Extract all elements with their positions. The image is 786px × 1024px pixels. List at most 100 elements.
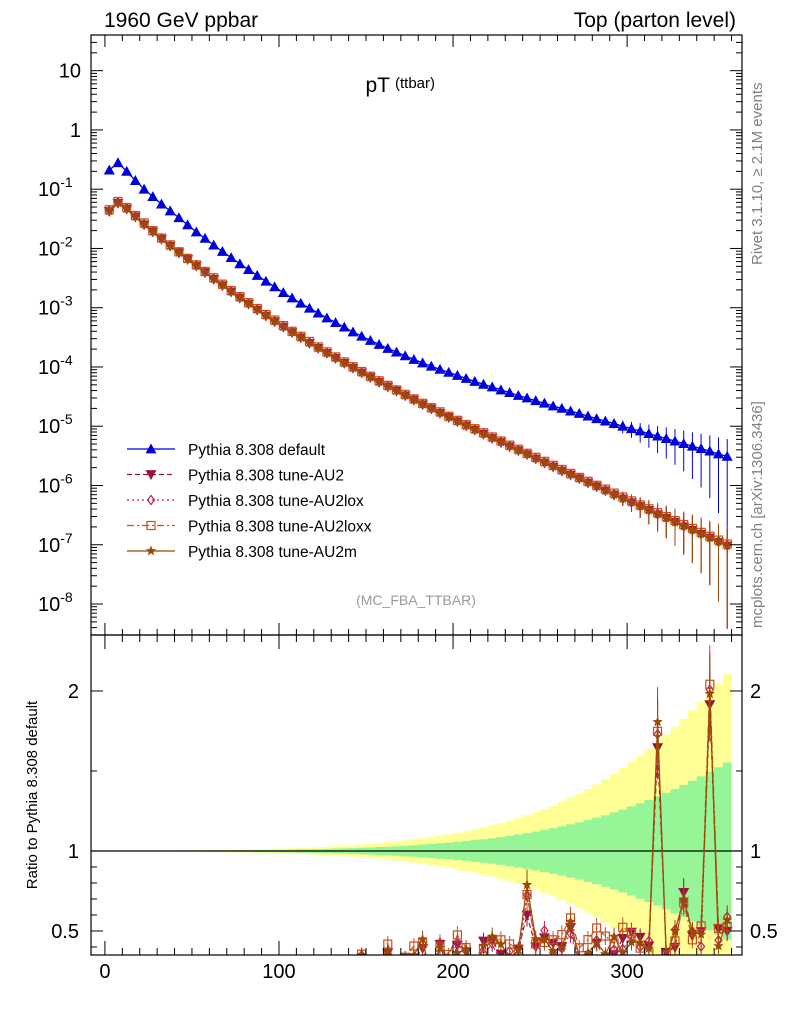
data-point: [538, 397, 550, 408]
ratio-point: [382, 945, 393, 955]
data-point: [216, 245, 228, 256]
data-point: [574, 472, 584, 484]
data-point: [626, 496, 637, 507]
ratio-point: [236, 962, 244, 970]
ratio-point: [139, 967, 150, 977]
ratio-point: [495, 949, 507, 955]
data-point: [191, 260, 202, 271]
data-point: [452, 416, 463, 426]
data-point: [277, 287, 289, 297]
data-point: [678, 520, 689, 531]
ratio-point: [175, 964, 183, 972]
ratio-point: [321, 966, 332, 976]
ratio-point: [226, 965, 237, 975]
ratio-point: [539, 933, 550, 944]
ratio-point: [314, 964, 322, 972]
ratio-point: [669, 925, 681, 936]
ratio-point: [182, 963, 192, 973]
data-point: [225, 252, 237, 263]
ratio-point: [695, 928, 707, 939]
ratio-point: [252, 965, 263, 975]
ratio-point: [217, 964, 228, 974]
ratio-point: [504, 960, 515, 970]
ratio-point: [617, 933, 629, 944]
ratio-point: [182, 965, 193, 975]
ratio-point: [330, 967, 341, 977]
data-point: [478, 378, 490, 389]
data-point: [652, 430, 664, 441]
data-point: [321, 312, 333, 323]
ratio-point: [114, 972, 121, 981]
data-point: [286, 292, 298, 303]
data-point: [391, 385, 402, 396]
y-tick-label: 10-3: [38, 293, 73, 320]
data-point: [138, 183, 150, 194]
data-point: [234, 258, 246, 269]
ratio-point: [665, 951, 668, 955]
y-tick-label: 10-6: [38, 470, 73, 497]
data-point: [592, 480, 601, 492]
data-point: [478, 428, 489, 439]
mcplots-reference-label: mcplots.cern.ch [arXiv:1306.3436]: [749, 401, 766, 628]
ratio-point: [678, 893, 689, 904]
data-point: [669, 435, 681, 446]
ratio-point: [426, 975, 436, 985]
ratio-point: [356, 954, 368, 955]
ratio-point: [184, 964, 191, 973]
data-point: [382, 380, 393, 391]
ratio-point: [235, 963, 246, 973]
ratio-point: [200, 964, 211, 974]
ratio-point: [330, 965, 341, 975]
ratio-point: [130, 968, 141, 978]
data-point: [530, 453, 541, 463]
data-point: [608, 489, 620, 500]
data-point: [365, 371, 376, 382]
ratio-point: [696, 941, 706, 952]
ratio-point: [208, 965, 219, 975]
ratio-point: [426, 976, 437, 986]
ratio-point: [166, 964, 174, 972]
data-point: [426, 403, 437, 414]
data-point: [678, 438, 690, 448]
ratio-point: [452, 930, 463, 940]
y-tick-label: 10-4: [38, 352, 73, 379]
ratio-point: [167, 965, 174, 974]
ratio-point: [332, 965, 340, 973]
y-tick-label: 10-1: [38, 174, 73, 201]
x-tick-label: 100: [262, 961, 295, 983]
data-point: [408, 394, 420, 405]
ratio-point: [149, 964, 157, 972]
data-point: [130, 211, 141, 221]
data-point: [486, 381, 498, 392]
ratio-point: [600, 948, 611, 955]
data-point: [269, 315, 280, 326]
data-point: [165, 240, 176, 251]
data-point: [582, 410, 594, 421]
ratio-point: [341, 966, 348, 975]
data-point: [260, 275, 272, 286]
ratio-point: [313, 966, 324, 976]
ratio-point: [375, 962, 383, 970]
data-point: [356, 330, 368, 341]
ratio-point: [521, 879, 533, 890]
y-tick-label: 1: [70, 120, 81, 142]
data-point: [443, 411, 454, 422]
x-tick-label: 200: [436, 961, 469, 983]
data-point: [695, 528, 707, 539]
ratio-y-tick-label: 0.5: [51, 921, 79, 943]
ratio-point: [315, 965, 322, 974]
data-point: [661, 512, 672, 523]
data-point: [608, 418, 620, 428]
data-point: [634, 425, 646, 436]
ratio-point: [304, 964, 315, 974]
ratio-point: [130, 966, 140, 976]
ratio-point: [123, 968, 131, 976]
data-point: [495, 384, 507, 395]
ratio-point: [113, 972, 124, 982]
legend-marker-AU2lox: [146, 494, 156, 506]
ratio-point: [192, 962, 200, 970]
data-point: [713, 448, 725, 459]
ratio-y-tick-label-right: 2: [750, 681, 761, 703]
data-point: [417, 357, 429, 368]
ratio-point: [365, 969, 376, 979]
